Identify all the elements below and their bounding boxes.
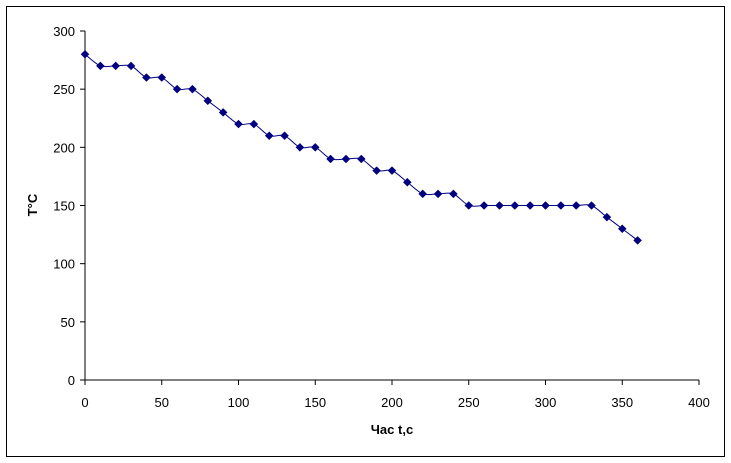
data-point-marker [172,84,182,94]
data-point-marker [617,224,627,234]
data-point-marker [142,73,151,82]
data-point-marker [571,201,581,210]
data-point-marker [295,142,305,152]
chart-border [6,6,725,457]
data-point-marker [541,201,550,210]
data-point-marker [372,166,382,175]
x-tick-label: 150 [304,395,326,410]
data-point-marker [387,166,397,175]
data-point-marker [111,61,121,71]
data-point-marker [341,154,351,164]
x-tick-label: 350 [611,395,633,410]
x-tick-label: 0 [81,395,88,410]
data-point-marker [218,108,228,117]
x-tick-label: 400 [688,395,710,410]
x-tick-label: 50 [155,395,169,410]
y-tick-label: 250 [53,82,75,97]
y-tick-label: 50 [61,315,75,330]
data-point-marker [188,84,197,94]
axes: 0 50 100 150 200 250 300 0 50 100 150 200 250 300 350 4… [53,24,710,410]
x-axis-title: Час t,с [371,422,413,437]
data-point-marker [464,201,474,210]
y-tick-label: 200 [53,140,75,155]
x-tick-label: 250 [458,395,480,410]
data-point-marker [587,201,596,210]
data-point-marker [326,154,335,164]
data-point-marker [310,142,320,152]
data-point-marker [433,189,443,199]
data-point-marker [126,61,136,71]
data-point-marker [234,119,243,129]
data-point-marker [525,201,535,210]
data-point-marker [495,201,504,210]
data-point-marker [264,131,274,141]
data-point-marker [356,154,366,164]
data-point-marker [280,131,289,141]
data-point-marker [95,61,105,71]
x-tick-label: 300 [535,395,557,410]
data-point-marker [449,189,458,199]
y-tick-label: 300 [53,24,75,39]
y-tick-label: 0 [68,373,75,388]
data-point-marker [633,236,642,245]
data-point-marker [157,73,167,82]
y-axis-title: T°C [25,193,40,216]
data-markers [80,49,642,245]
data-point-marker [402,177,412,187]
data-point-marker [479,201,489,210]
data-point-marker [203,96,213,106]
y-tick-label: 150 [53,199,75,214]
x-tick-label: 200 [381,395,403,410]
data-point-marker [602,212,612,222]
data-point-marker [249,119,259,129]
data-point-marker [80,49,90,59]
data-point-marker [510,201,520,210]
y-tick-label: 100 [53,257,75,272]
data-point-marker [418,189,428,199]
data-point-marker [556,201,566,210]
x-tick-label: 100 [228,395,250,410]
